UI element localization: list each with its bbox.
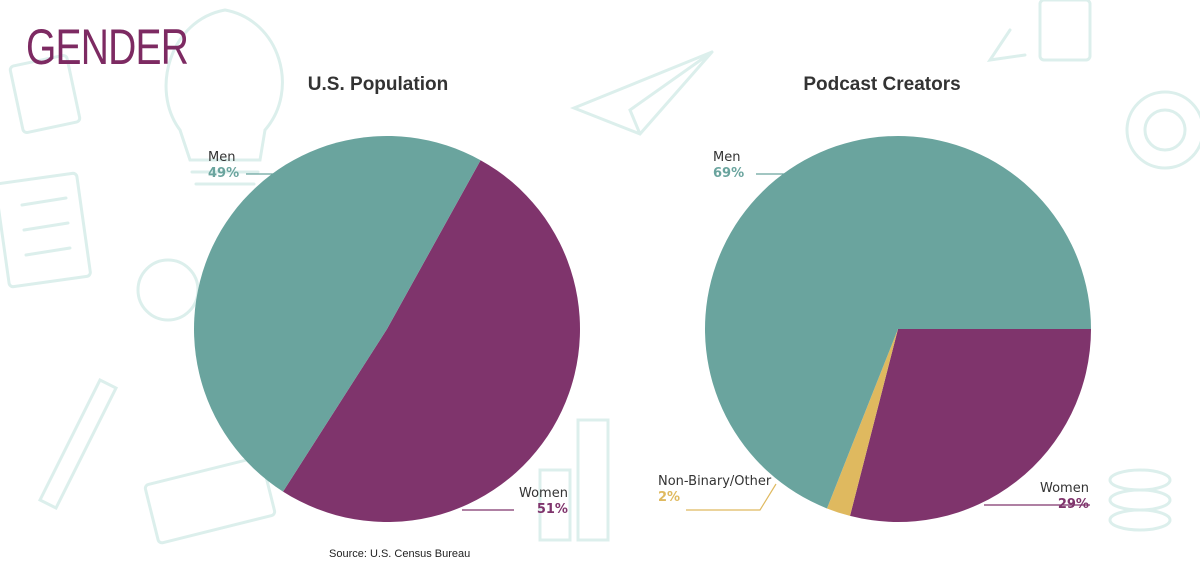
source-note: Source: U.S. Census Bureau [329, 548, 470, 560]
label-pc-women: Women 29% [1040, 481, 1089, 513]
label-us-men-name: Men [208, 150, 235, 165]
label-pc-women-name: Women [1040, 481, 1089, 496]
label-us-men-pct: 49% [208, 166, 239, 182]
pie-podcast-creators [705, 136, 1091, 522]
label-pc-nonbinary-name: Non-Binary/Other [658, 474, 771, 489]
label-us-men: Men 49% [208, 150, 239, 182]
label-pc-men: Men 69% [713, 150, 744, 182]
label-us-women-name: Women [519, 486, 568, 501]
label-pc-women-pct: 29% [1040, 497, 1089, 513]
label-pc-men-name: Men [713, 150, 740, 165]
pie-us-population [194, 136, 580, 522]
label-us-women-pct: 51% [519, 502, 568, 518]
pie-charts [0, 0, 1200, 572]
label-pc-men-pct: 69% [713, 166, 744, 182]
label-pc-nonbinary-pct: 2% [658, 490, 771, 506]
label-pc-nonbinary: Non-Binary/Other 2% [658, 474, 771, 506]
label-us-women: Women 51% [519, 486, 568, 518]
